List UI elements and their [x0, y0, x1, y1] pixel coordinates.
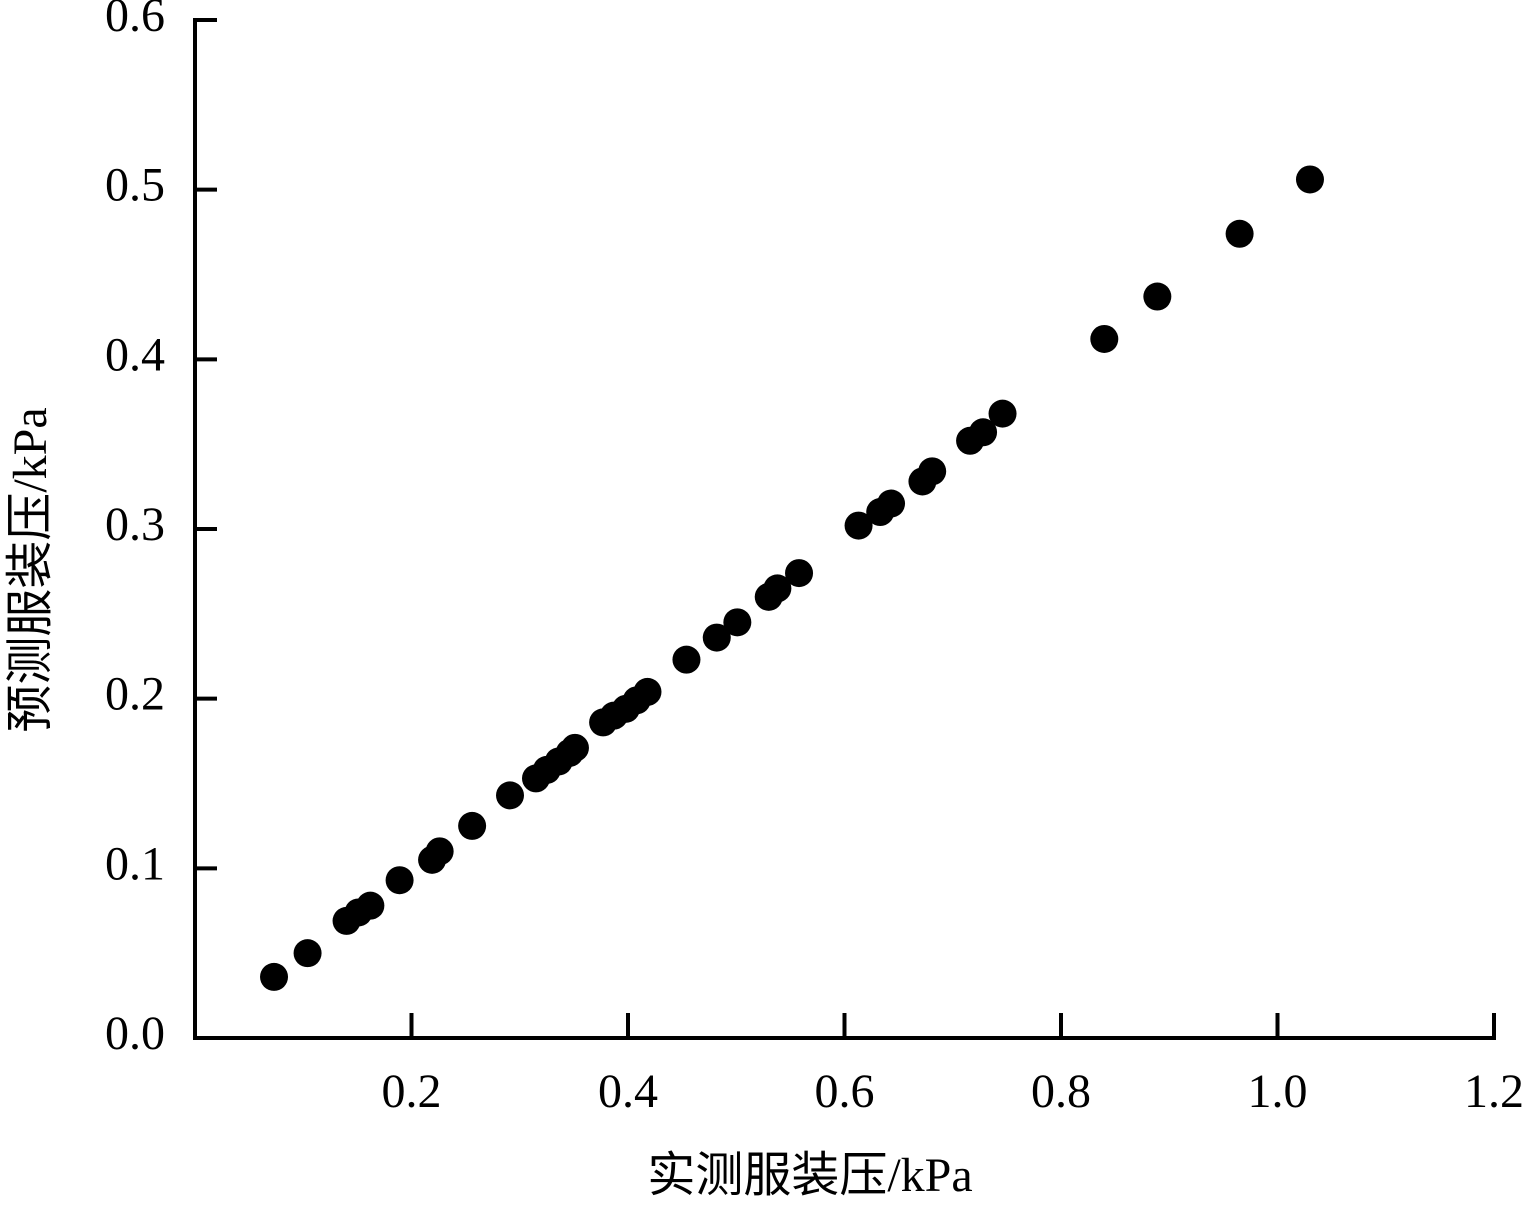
point — [293, 939, 322, 968]
point — [1090, 324, 1119, 353]
point — [1225, 219, 1254, 248]
point — [672, 645, 701, 674]
y-tick-label: 0.0 — [105, 1007, 165, 1060]
point — [988, 399, 1017, 428]
y-tick-label: 0.2 — [105, 668, 165, 721]
point — [385, 866, 414, 895]
point — [560, 733, 589, 762]
x-axis-title: 实测服装压/kPa — [647, 1149, 972, 1202]
point — [918, 457, 947, 486]
point — [260, 962, 289, 991]
point — [785, 559, 814, 588]
point — [496, 781, 525, 810]
point — [633, 677, 662, 706]
x-tick-label: 1.0 — [1248, 1065, 1308, 1118]
y-tick-label: 0.1 — [105, 837, 165, 890]
point — [356, 891, 385, 920]
y-tick-label: 0.3 — [105, 498, 165, 551]
point — [425, 837, 454, 866]
y-axis-title: 预测服装压/kPa — [4, 407, 57, 732]
point — [723, 608, 752, 637]
point — [1143, 282, 1172, 311]
y-tick-label: 0.6 — [105, 0, 165, 42]
x-tick-label: 1.2 — [1464, 1065, 1524, 1118]
point — [877, 489, 906, 518]
x-tick-label: 0.4 — [598, 1065, 658, 1118]
x-tick-label: 0.8 — [1031, 1065, 1091, 1118]
y-tick-label: 0.5 — [105, 159, 165, 212]
point — [969, 418, 998, 447]
point — [1295, 165, 1324, 194]
x-tick-label: 0.2 — [382, 1065, 442, 1118]
x-tick-label: 0.6 — [815, 1065, 875, 1118]
point — [763, 574, 792, 603]
y-tick-label: 0.4 — [105, 328, 165, 381]
point — [458, 811, 487, 840]
point — [702, 623, 731, 652]
point — [844, 511, 873, 540]
